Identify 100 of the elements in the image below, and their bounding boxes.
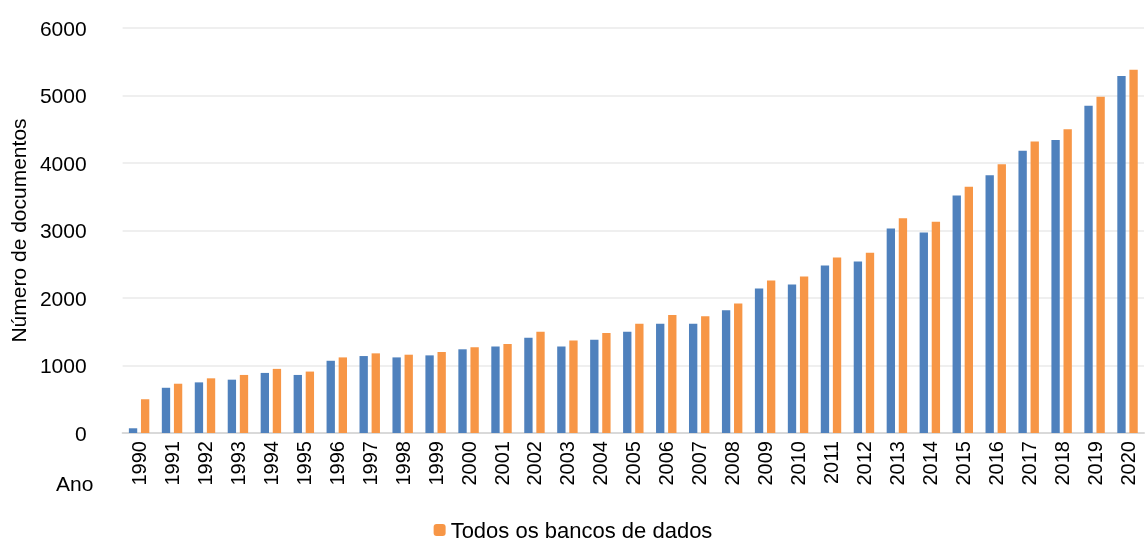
- bar: [1018, 150, 1027, 433]
- x-tick-label: 2016: [984, 441, 1007, 486]
- bar: [425, 355, 434, 433]
- bar: [557, 346, 566, 433]
- x-tick-label: 1991: [161, 441, 184, 486]
- bar: [503, 343, 512, 433]
- bar: [701, 316, 710, 433]
- bar: [173, 383, 183, 433]
- x-tick-label: 1999: [424, 441, 447, 486]
- y-axis-title: Número de documentos: [7, 118, 30, 343]
- bar: [1117, 75, 1126, 433]
- x-tick-label: 1990: [128, 441, 151, 486]
- bar: [326, 360, 335, 433]
- bar: [491, 346, 500, 433]
- bar: [721, 310, 731, 433]
- x-tick-label: 2006: [655, 441, 678, 486]
- bar: [754, 288, 764, 433]
- bar: [194, 382, 204, 433]
- bar: [964, 186, 973, 433]
- y-tick-label: 0: [74, 421, 87, 445]
- bar: [1084, 105, 1093, 433]
- bar: [853, 261, 863, 433]
- x-tick-label: 2001: [490, 441, 513, 486]
- bar: [206, 378, 216, 433]
- bar: [371, 353, 380, 433]
- bar: [898, 218, 908, 433]
- x-tick-label: 2007: [688, 441, 711, 486]
- bar: [128, 428, 138, 433]
- bar: [305, 371, 315, 433]
- bar: [931, 221, 941, 433]
- y-tick-label: 1000: [39, 354, 87, 377]
- bar: [227, 379, 237, 433]
- bar: [392, 357, 401, 433]
- x-tick-label: 2018: [1050, 441, 1073, 486]
- bar: [766, 280, 776, 433]
- x-tick-label: 2020: [1116, 441, 1139, 486]
- x-tick-label: 2002: [523, 441, 546, 486]
- x-tick-label: 2003: [556, 441, 579, 486]
- bar: [799, 276, 809, 433]
- bar: [1063, 129, 1072, 433]
- x-tick-label: 2019: [1083, 441, 1106, 486]
- y-tick-label: 4000: [39, 151, 87, 175]
- x-axis-title: Ano: [56, 472, 94, 495]
- bar: [470, 347, 479, 433]
- y-tick-label: 2000: [39, 286, 87, 310]
- bar: [656, 323, 665, 433]
- bar: [623, 331, 632, 433]
- bar: [1030, 141, 1039, 433]
- bar: [1096, 96, 1105, 433]
- x-tick-label: 2014: [918, 441, 941, 486]
- x-tick-label: 2015: [951, 441, 974, 486]
- bar: [635, 323, 644, 433]
- x-tick-label: 2004: [589, 441, 612, 486]
- x-tick-label: 1997: [358, 441, 381, 486]
- bar: [359, 356, 368, 433]
- x-tick-label: 2000: [457, 441, 480, 486]
- bar: [668, 314, 677, 433]
- x-tick-label: 2017: [1017, 441, 1040, 486]
- bar: [260, 372, 270, 433]
- y-tick-label: 6000: [39, 16, 87, 40]
- x-tick-label: 2005: [622, 441, 645, 486]
- bar: [985, 175, 994, 433]
- bar: [458, 349, 467, 433]
- x-tick-label: 1994: [259, 441, 282, 486]
- bar: [569, 340, 578, 433]
- bar: [886, 228, 896, 433]
- x-tick-label: 2012: [852, 441, 875, 486]
- x-tick-label: 1995: [292, 441, 315, 486]
- x-tick-label: 1998: [391, 441, 414, 486]
- y-tick-label: 3000: [39, 219, 87, 242]
- bar: [787, 284, 797, 433]
- x-tick-label: 2010: [787, 441, 810, 486]
- x-tick-label: 1993: [226, 441, 249, 486]
- x-tick-label: 2009: [754, 441, 777, 486]
- bar: [997, 164, 1006, 433]
- bar: [919, 232, 928, 433]
- bar: [272, 368, 282, 433]
- bar: [734, 303, 743, 433]
- bar: [404, 354, 413, 433]
- bar: [688, 323, 698, 433]
- bar: [239, 374, 249, 433]
- x-tick-label: 1992: [193, 441, 216, 486]
- legend-label: Todos os bancos de dados: [450, 517, 713, 543]
- x-tick-label: 1996: [325, 441, 348, 486]
- bar: [1129, 69, 1138, 433]
- bar: [536, 331, 545, 433]
- bar: [524, 337, 533, 433]
- bar: [590, 339, 599, 433]
- bar: [161, 387, 171, 433]
- bar: [140, 399, 150, 433]
- bar: [293, 374, 302, 433]
- bar: [952, 195, 961, 433]
- y-tick-label: 5000: [39, 84, 87, 107]
- x-tick-label: 2008: [721, 441, 744, 486]
- bar: [437, 352, 446, 433]
- bar: [832, 257, 842, 433]
- bar: [1051, 140, 1060, 433]
- bar: [820, 265, 830, 433]
- x-tick-label: 2011: [820, 441, 842, 485]
- bar: [865, 252, 875, 433]
